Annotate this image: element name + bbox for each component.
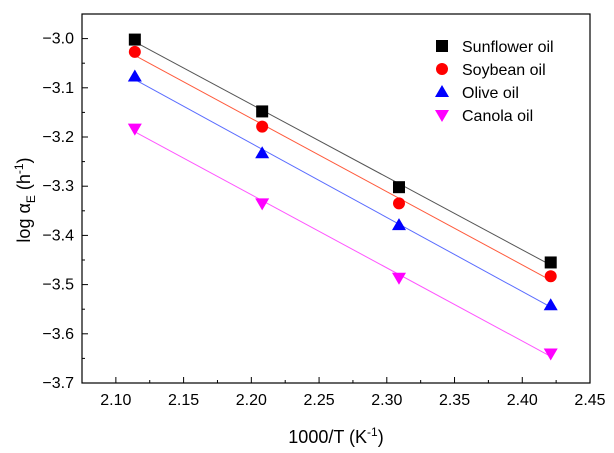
y-tick-label: −3.4 — [42, 227, 74, 244]
y-tick-label: −3.0 — [42, 31, 74, 48]
x-tick-label: 2.25 — [303, 392, 334, 409]
fit-line — [134, 131, 551, 357]
data-point — [255, 146, 270, 159]
data-point — [543, 298, 558, 311]
series-canola-oil — [127, 123, 558, 361]
y-tick-label: −3.3 — [42, 178, 74, 195]
y-tick-label: −3.7 — [42, 375, 74, 392]
data-point — [392, 197, 405, 210]
x-tick-label: 2.10 — [100, 392, 131, 409]
data-point — [391, 272, 406, 285]
series-soybean-oil — [128, 45, 557, 283]
data-point — [128, 33, 141, 46]
y-axis-title: log αE (h-1) — [12, 157, 38, 242]
legend-item: Canola oil — [435, 108, 533, 125]
legend-marker — [436, 63, 448, 75]
x-tick-label: 2.45 — [574, 392, 605, 409]
legend: Sunflower oil Soybean oil Olive oil Canola … — [435, 39, 554, 125]
legend-marker — [435, 85, 449, 97]
y-tick-label: −3.2 — [42, 129, 74, 146]
data-point — [127, 69, 142, 82]
legend-item: Soybean oil — [436, 62, 546, 79]
legend-label: Soybean oil — [462, 62, 546, 79]
data-point — [127, 123, 142, 136]
fit-line — [134, 54, 551, 281]
legend-marker — [435, 110, 449, 122]
x-tick-label: 2.35 — [439, 392, 470, 409]
tick-layer: 2.10 2.15 2.20 2.25 2.30 2.35 2.40 2.45 −3.7 −3.6… — [42, 13, 606, 409]
data-point — [392, 181, 405, 194]
y-tick-label: −3.5 — [42, 277, 74, 294]
fit-line — [134, 79, 551, 308]
legend-item: Sunflower oil — [436, 39, 554, 56]
series-layer — [127, 33, 558, 361]
data-point — [544, 256, 557, 269]
data-point — [256, 120, 269, 133]
legend-marker — [436, 40, 448, 52]
plot-frame — [81, 13, 591, 384]
series-olive-oil — [127, 69, 558, 311]
x-tick-label: 2.15 — [168, 392, 199, 409]
series-sunflower-oil — [128, 33, 557, 269]
data-point — [544, 270, 557, 283]
data-point — [391, 218, 406, 231]
data-point — [256, 105, 269, 118]
legend-item: Olive oil — [435, 85, 519, 102]
x-tick-label: 2.40 — [507, 392, 538, 409]
x-tick-label: 2.20 — [236, 392, 267, 409]
legend-label: Canola oil — [462, 108, 533, 125]
data-point — [255, 198, 270, 211]
legend-label: Sunflower oil — [462, 39, 554, 56]
legend-label: Olive oil — [462, 85, 519, 102]
data-point — [543, 348, 558, 361]
y-tick-label: −3.6 — [42, 326, 74, 343]
x-axis-title: 1000/T (K-1) — [288, 425, 383, 447]
x-tick-label: 2.30 — [371, 392, 402, 409]
data-point — [128, 45, 141, 58]
fit-line — [134, 41, 551, 266]
y-tick-label: −3.1 — [42, 80, 74, 97]
